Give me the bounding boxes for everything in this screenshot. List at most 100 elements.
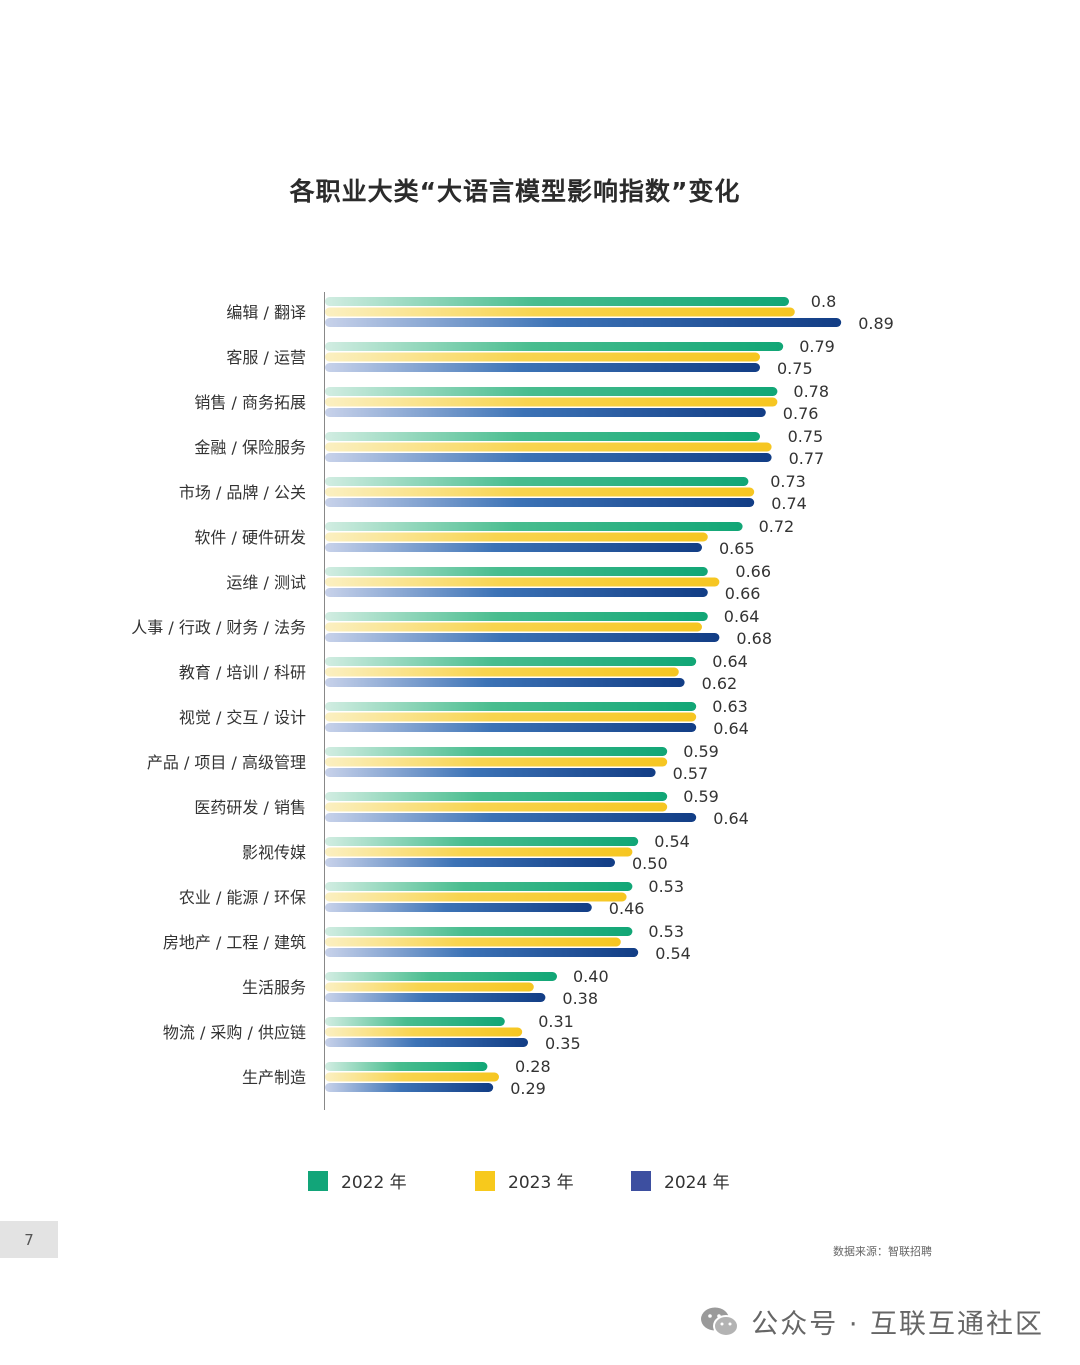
data-label: 0.46 xyxy=(609,899,645,918)
bar-2022 xyxy=(325,927,633,936)
bar-2024 xyxy=(325,363,760,372)
legend-item-2023: 2023 年 xyxy=(475,1168,574,1193)
bar-2022 xyxy=(325,792,668,801)
bar-2022 xyxy=(325,1062,488,1071)
data-label: 0.78 xyxy=(793,382,829,401)
bar-2024 xyxy=(325,948,639,957)
bar-2023 xyxy=(325,667,679,677)
bar-2022 xyxy=(325,837,639,846)
data-label: 0.64 xyxy=(712,652,748,671)
bar-2023 xyxy=(325,802,668,812)
bar-2023 xyxy=(325,577,720,587)
bar-2024 xyxy=(325,993,546,1002)
category-label: 软件 / 硬件研发 xyxy=(194,528,306,547)
category-label: 客服 / 运营 xyxy=(226,348,306,367)
category-label: 房地产 / 工程 / 建筑 xyxy=(163,933,306,952)
category-label: 农业 / 能源 / 环保 xyxy=(179,888,306,907)
bar-2023 xyxy=(325,397,778,407)
legend-label-2022: 2022 年 xyxy=(341,1173,407,1193)
wechat-icon xyxy=(701,1307,740,1337)
data-label: 0.73 xyxy=(770,472,806,491)
bar-2023 xyxy=(325,1072,499,1082)
data-label: 0.28 xyxy=(515,1057,551,1076)
data-label: 0.54 xyxy=(654,832,690,851)
legend-item-2024: 2024 年 xyxy=(631,1168,730,1193)
data-label: 0.79 xyxy=(799,337,835,356)
bar-2022 xyxy=(325,657,697,666)
bar-2023 xyxy=(325,937,621,947)
category-label: 教育 / 培训 / 科研 xyxy=(179,663,306,682)
data-label: 0.57 xyxy=(673,764,709,783)
data-label: 0.54 xyxy=(655,944,691,963)
data-label: 0.76 xyxy=(783,404,819,423)
data-label: 0.75 xyxy=(788,427,824,446)
legend-swatch-2022 xyxy=(308,1170,328,1191)
data-label: 0.59 xyxy=(683,742,719,761)
legend: 2022 年 2023 年 2024 年 xyxy=(0,1168,1080,1198)
data-label: 0.77 xyxy=(789,449,825,468)
data-label: 0.40 xyxy=(573,967,609,986)
bar-2023 xyxy=(325,1027,523,1037)
data-label: 0.66 xyxy=(735,562,771,581)
bar-2022 xyxy=(325,972,557,981)
bar-2023 xyxy=(325,487,755,497)
bar-2022 xyxy=(325,882,633,891)
data-label: 0.64 xyxy=(713,719,749,738)
bar-2023 xyxy=(325,352,760,362)
category-label: 运维 / 测试 xyxy=(226,573,306,592)
bar-2023 xyxy=(325,307,795,317)
data-label: 0.89 xyxy=(858,314,894,333)
bar-2023 xyxy=(325,982,534,992)
bar-2024 xyxy=(325,723,697,732)
bar-2023 xyxy=(325,847,633,857)
footer-watermark: 公众号 · 互联互通社区 xyxy=(699,1302,1044,1341)
legend-swatch-2024 xyxy=(631,1170,651,1191)
legend-label-2024: 2024 年 xyxy=(664,1173,730,1193)
data-label: 0.31 xyxy=(538,1012,574,1031)
data-label: 0.65 xyxy=(719,539,755,558)
legend-label-2023: 2023 年 xyxy=(508,1173,574,1193)
bar-2023 xyxy=(325,892,627,902)
bar-2023 xyxy=(325,442,772,452)
data-label: 0.66 xyxy=(725,584,761,603)
data-label: 0.29 xyxy=(510,1079,546,1098)
footer-text: 公众号 · 互联互通社区 xyxy=(751,1309,1044,1340)
category-label: 医药研发 / 销售 xyxy=(194,798,306,817)
bar-2022 xyxy=(325,342,784,351)
category-label: 市场 / 品牌 / 公关 xyxy=(179,483,306,502)
bar-2024 xyxy=(325,1038,528,1047)
data-label: 0.53 xyxy=(648,877,684,896)
category-label: 销售 / 商务拓展 xyxy=(194,393,306,412)
bar-2022 xyxy=(325,432,760,441)
chart-title: 各职业大类“大语言模型影响指数”变化 xyxy=(289,177,741,206)
category-label: 产品 / 项目 / 高级管理 xyxy=(147,753,306,772)
bar-2024 xyxy=(325,768,656,777)
data-label: 0.68 xyxy=(736,629,772,648)
category-label: 物流 / 采购 / 供应链 xyxy=(163,1023,306,1042)
bar-2024 xyxy=(325,453,772,462)
bar-2022 xyxy=(325,567,708,576)
bar-2024 xyxy=(325,633,720,642)
category-label: 影视传媒 xyxy=(242,843,306,862)
bar-2022 xyxy=(325,747,668,756)
data-label: 0.75 xyxy=(777,359,813,378)
category-label: 人事 / 行政 / 财务 / 法务 xyxy=(131,618,306,637)
data-label: 0.50 xyxy=(632,854,668,873)
legend-swatch-2023 xyxy=(475,1170,495,1191)
bar-2023 xyxy=(325,757,668,767)
category-label: 生产制造 xyxy=(242,1068,306,1087)
bar-2024 xyxy=(325,543,702,552)
data-source-note: 数据来源：智联招聘 xyxy=(833,1245,932,1258)
category-label: 编辑 / 翻译 xyxy=(226,303,306,322)
bar-2022 xyxy=(325,612,708,621)
bar-2022 xyxy=(325,477,749,486)
bar-2024 xyxy=(325,813,697,822)
data-label: 0.53 xyxy=(648,922,684,941)
bar-2024 xyxy=(325,408,766,417)
bar-2024 xyxy=(325,498,755,507)
data-label: 0.59 xyxy=(683,787,719,806)
bar-2024 xyxy=(325,903,592,912)
category-label: 生活服务 xyxy=(242,978,306,997)
data-label: 0.64 xyxy=(713,809,749,828)
bar-chart: 编辑 / 翻译 0.8 0.89 客服 / 运营 0.79 0.75 销售 / 商务拓展 0.… xyxy=(131,292,894,1110)
